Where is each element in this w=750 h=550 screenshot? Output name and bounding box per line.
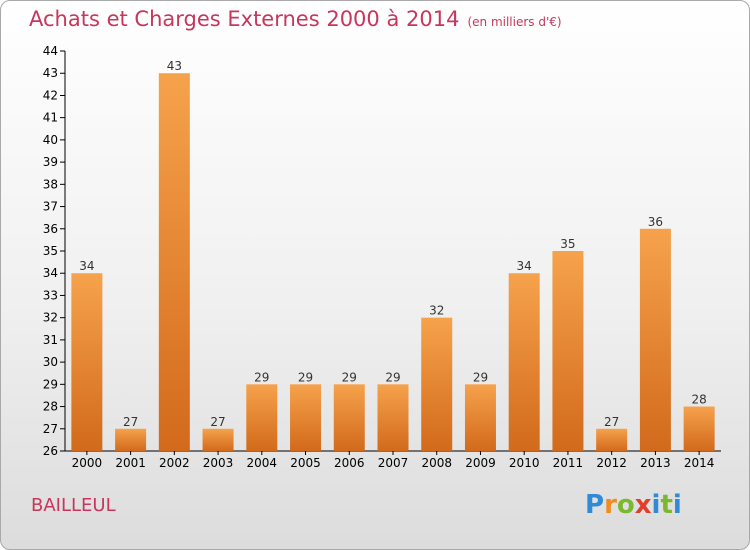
bar-2011 [552, 251, 584, 451]
bar-2010 [508, 273, 540, 451]
data-label-2002: 43 [167, 59, 182, 73]
x-tick-label-2000: 2000 [72, 456, 103, 470]
bar-2012 [596, 428, 628, 451]
data-label-2008: 32 [429, 304, 444, 318]
x-tick-label-2004: 2004 [247, 456, 278, 470]
chart-title-text: Achats et Charges Externes 2000 à 2014 [29, 7, 460, 31]
proxiti-logo: Proxiti [585, 490, 682, 520]
data-label-2006: 29 [342, 370, 357, 384]
y-tick-label: 42 [43, 88, 58, 102]
y-tick-label: 30 [43, 355, 58, 369]
y-tick-label: 35 [43, 244, 58, 258]
x-tick-label-2011: 2011 [553, 456, 584, 470]
y-tick-label: 39 [43, 155, 58, 169]
data-label-2014: 28 [691, 393, 706, 407]
data-label-2012: 27 [604, 415, 619, 429]
y-tick-label: 27 [43, 422, 58, 436]
chart-subtitle: (en milliers d'€) [467, 15, 562, 29]
logo-letter: P [585, 490, 605, 520]
data-label-2005: 29 [298, 370, 313, 384]
y-tick-label: 28 [43, 400, 58, 414]
bar-2014 [683, 406, 715, 451]
x-tick-label-2012: 2012 [596, 456, 627, 470]
bar-2000 [71, 273, 103, 451]
bar-2001 [115, 428, 147, 451]
bar-2005 [290, 384, 322, 451]
x-tick-label-2008: 2008 [421, 456, 452, 470]
bar-2013 [639, 228, 671, 451]
data-label-2001: 27 [123, 415, 138, 429]
x-tick-label-2005: 2005 [290, 456, 321, 470]
location-label: BAILLEUL [31, 495, 116, 516]
y-tick-label: 44 [43, 44, 58, 58]
data-label-2009: 29 [473, 370, 488, 384]
y-tick-label: 26 [43, 444, 58, 458]
data-label-2004: 29 [254, 370, 269, 384]
bar-2006 [333, 384, 365, 451]
bar-2008 [421, 317, 453, 451]
y-tick-label: 29 [43, 377, 58, 391]
data-label-2013: 36 [648, 215, 663, 229]
x-tick-label-2013: 2013 [640, 456, 671, 470]
y-tick-label: 40 [43, 133, 58, 147]
bar-2003 [202, 428, 234, 451]
x-tick-label-2003: 2003 [203, 456, 234, 470]
x-tick-label-2007: 2007 [378, 456, 409, 470]
data-label-2010: 34 [517, 259, 532, 273]
y-tick-label: 34 [43, 266, 58, 280]
y-tick-label: 37 [43, 200, 58, 214]
x-tick-label-2010: 2010 [509, 456, 540, 470]
chart-bars [71, 73, 715, 451]
bar-2002 [158, 73, 190, 451]
x-tick-label-2002: 2002 [159, 456, 190, 470]
bar-2004 [246, 384, 278, 451]
logo-letter: i [651, 490, 661, 520]
y-tick-label: 36 [43, 222, 58, 236]
bar-2009 [464, 384, 496, 451]
data-label-2003: 27 [210, 415, 225, 429]
y-tick-label: 38 [43, 177, 58, 191]
x-tick-label-2009: 2009 [465, 456, 496, 470]
x-tick-label-2001: 2001 [115, 456, 146, 470]
x-tick-label-2014: 2014 [684, 456, 715, 470]
y-tick-label: 31 [43, 333, 58, 347]
data-label-2007: 29 [385, 370, 400, 384]
chart-labels: 26 27 28 29 30 31 32 33 34 35 36 37 38 39 40 41 42 43 44 34… [43, 44, 715, 470]
logo-letter: x [634, 490, 652, 520]
y-tick-label: 43 [43, 66, 58, 80]
x-tick-label-2006: 2006 [334, 456, 365, 470]
logo-letter: t [660, 490, 673, 520]
chart-title: Achats et Charges Externes 2000 à 2014 (e… [29, 7, 562, 31]
y-tick-label: 41 [43, 111, 58, 125]
bar-2007 [377, 384, 409, 451]
data-label-2011: 35 [560, 237, 575, 251]
logo-letter: r [604, 490, 617, 520]
logo-letter: o [616, 490, 635, 520]
logo-letter: i [672, 490, 682, 520]
y-tick-label: 33 [43, 288, 58, 302]
data-label-2000: 34 [79, 259, 94, 273]
y-tick-label: 32 [43, 311, 58, 325]
